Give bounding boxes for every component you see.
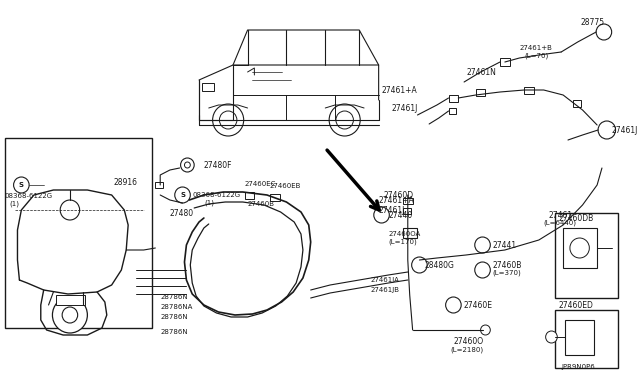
Text: S: S xyxy=(19,182,24,188)
Circle shape xyxy=(13,177,29,193)
Text: 28480G: 28480G xyxy=(424,260,454,269)
Circle shape xyxy=(374,207,389,223)
Circle shape xyxy=(412,257,427,273)
Text: (1): (1) xyxy=(204,200,214,206)
Text: S: S xyxy=(180,192,185,198)
Bar xyxy=(403,228,417,238)
Text: 27480: 27480 xyxy=(170,208,194,218)
Bar xyxy=(449,95,458,102)
Bar xyxy=(244,192,254,199)
Text: 28916: 28916 xyxy=(114,177,138,186)
Bar xyxy=(563,228,597,268)
Text: 27461N: 27461N xyxy=(466,67,496,77)
Text: 27460B: 27460B xyxy=(248,201,275,207)
Text: 27460DB: 27460DB xyxy=(558,214,593,222)
Text: 27460O: 27460O xyxy=(453,337,484,346)
Text: 08368-6122G: 08368-6122G xyxy=(5,193,53,199)
Text: 27461J: 27461J xyxy=(391,103,417,112)
Text: 27461JA: 27461JA xyxy=(371,277,400,283)
Circle shape xyxy=(212,104,244,136)
Circle shape xyxy=(598,121,616,139)
Text: (L=6440): (L=6440) xyxy=(544,220,577,226)
Bar xyxy=(556,310,618,368)
Text: 27461+B: 27461+B xyxy=(520,45,552,51)
Bar xyxy=(500,58,509,66)
Bar xyxy=(524,87,534,94)
Text: 27460EC: 27460EC xyxy=(244,181,276,187)
Circle shape xyxy=(220,111,237,129)
Text: 27461+A: 27461+A xyxy=(381,86,417,94)
Circle shape xyxy=(60,200,79,220)
Text: (L=2180): (L=2180) xyxy=(451,347,484,353)
Text: (L=170): (L=170) xyxy=(388,239,417,245)
Text: 27441: 27441 xyxy=(492,241,516,250)
Circle shape xyxy=(546,331,557,343)
Circle shape xyxy=(329,104,360,136)
Circle shape xyxy=(475,262,490,278)
Text: (L=370): (L=370) xyxy=(492,270,521,276)
Bar xyxy=(270,194,280,201)
Bar xyxy=(403,208,411,214)
Circle shape xyxy=(62,307,77,323)
Circle shape xyxy=(180,158,194,172)
Circle shape xyxy=(336,111,353,129)
Text: 28786N: 28786N xyxy=(160,294,188,300)
Text: 27461: 27461 xyxy=(548,211,573,219)
Text: 08368-6122G: 08368-6122G xyxy=(192,192,241,198)
Circle shape xyxy=(475,237,490,253)
Bar xyxy=(403,198,413,204)
Circle shape xyxy=(570,238,589,258)
Bar xyxy=(5,138,152,328)
Bar xyxy=(476,89,486,96)
Circle shape xyxy=(596,24,612,40)
Bar xyxy=(556,213,618,298)
Text: (L=70): (L=70) xyxy=(524,53,548,59)
Text: JPR9N0P6: JPR9N0P6 xyxy=(561,364,595,370)
Text: 28786NA: 28786NA xyxy=(160,304,193,310)
Circle shape xyxy=(184,162,190,168)
Text: 27440: 27440 xyxy=(388,211,413,219)
Text: 27480F: 27480F xyxy=(204,160,232,170)
Text: (1): (1) xyxy=(10,201,20,207)
Text: 27460EB: 27460EB xyxy=(270,183,301,189)
Text: 28786N: 28786N xyxy=(160,329,188,335)
Bar xyxy=(202,83,214,91)
Bar xyxy=(56,295,85,305)
Bar xyxy=(449,108,456,114)
Text: 28786N: 28786N xyxy=(160,314,188,320)
Bar xyxy=(573,100,580,107)
Text: 27460B: 27460B xyxy=(492,260,522,269)
Circle shape xyxy=(175,187,190,203)
Text: 27461J: 27461J xyxy=(379,205,405,215)
Circle shape xyxy=(445,297,461,313)
Bar xyxy=(156,182,163,188)
Text: 27460ED: 27460ED xyxy=(558,301,593,311)
Circle shape xyxy=(481,325,490,335)
Text: 27461+A: 27461+A xyxy=(379,196,415,205)
Text: 27460E: 27460E xyxy=(463,301,492,310)
Text: 27460OA: 27460OA xyxy=(388,231,420,237)
Text: 28775: 28775 xyxy=(580,17,605,26)
Text: 27460D: 27460D xyxy=(383,190,413,199)
Circle shape xyxy=(52,297,88,333)
Text: 27461JB: 27461JB xyxy=(371,287,400,293)
Text: 27461J: 27461J xyxy=(612,125,638,135)
Bar xyxy=(565,320,594,355)
